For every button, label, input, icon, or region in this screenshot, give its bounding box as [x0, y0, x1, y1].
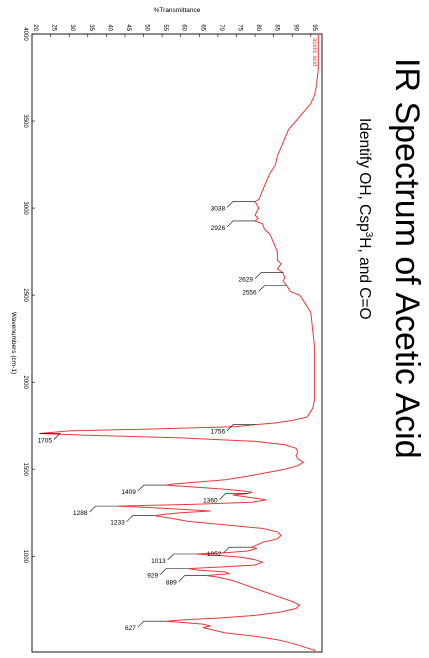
x-axis-title: Wavenumbers (cm-1)	[10, 312, 17, 374]
title-block: IR Spectrum of Acetic Acid Identify OH, …	[332, 18, 429, 658]
annotation-label: 2629	[238, 277, 253, 284]
annotation-leader	[89, 505, 118, 513]
annotation-label: 1756	[211, 429, 226, 436]
x-tick-label: 3000	[22, 201, 28, 215]
annotation-leader	[167, 553, 196, 561]
y-tick-label: 80	[255, 24, 261, 31]
annotation-leader	[126, 515, 155, 522]
annotation-leader	[254, 272, 283, 279]
annotation-leader	[226, 424, 256, 431]
series-group: acetic acid	[39, 34, 319, 652]
annotation-label: 1013	[151, 558, 166, 565]
annotation-label: 1288	[73, 510, 88, 517]
y-tick-label: 90	[292, 24, 298, 31]
annotation-label: 1360	[203, 498, 218, 505]
y-tick-label: 60	[181, 24, 187, 31]
annotation-leader	[137, 620, 166, 628]
peak-annotations: 3038 2926 2629 2556 1756 1705 1409 1360 1288 1233…	[38, 201, 287, 632]
annotation-label: 889	[166, 580, 177, 587]
y-tick-label: 30	[69, 24, 75, 31]
annotation-leader	[226, 201, 256, 208]
annotation-label: 2556	[242, 289, 257, 296]
annotation-leader	[39, 433, 61, 440]
annotation-leader	[223, 546, 252, 554]
annotation-label: 1052	[207, 551, 222, 558]
spectrum-line	[39, 34, 319, 652]
x-tick-label: 1000	[22, 550, 28, 564]
subtitle-pre: Identify OH, Csp	[355, 118, 373, 232]
annotation-leader	[219, 493, 248, 500]
y-tick-label: 40	[106, 24, 112, 31]
y-tick-label: 75	[236, 24, 242, 31]
y-tick-label: 50	[144, 24, 150, 31]
annotation-leader	[258, 285, 287, 292]
x-tick-label: 2000	[22, 375, 28, 389]
annotation-leader	[178, 575, 207, 582]
x-tick-label: 2500	[22, 288, 28, 302]
annotation-leader	[159, 568, 189, 575]
y-tick-label: 65	[199, 24, 205, 31]
y-tick-label: 95	[311, 24, 317, 31]
annotation-leader	[137, 484, 166, 492]
annotation-label: 2926	[211, 225, 226, 232]
page-title: IR Spectrum of Acetic Acid	[388, 58, 426, 459]
y-tick-label: 45	[125, 24, 131, 31]
x-tick-label: 1500	[22, 463, 28, 477]
annotation-label: 929	[147, 573, 158, 580]
axis-labels: %Transmittance Wavenumbers (cm-1)	[10, 7, 201, 374]
y-tick-label: 25	[51, 24, 57, 31]
y-tick-label: 85	[274, 24, 280, 31]
plot-frame	[31, 33, 323, 653]
y-tick-label: 20	[32, 24, 38, 31]
y-tick-label: 35	[88, 24, 94, 31]
page-subtitle: Identify OH, Csp3H, and C=O	[355, 118, 374, 320]
y-tick-label: 70	[218, 24, 224, 31]
annotation-label: 1233	[110, 520, 125, 527]
y-tick-label: 55	[162, 24, 168, 31]
y-axis-title: %Transmittance	[154, 7, 201, 14]
subtitle-post: H, and C=O	[355, 237, 373, 320]
annotation-label: 627	[125, 625, 136, 632]
annotation-label: 1409	[121, 489, 136, 496]
x-tick-label: 3500	[22, 114, 28, 128]
x-tick-label: 4000	[22, 27, 28, 41]
annotation-label: 1705	[38, 438, 53, 445]
annotation-leader	[226, 220, 256, 228]
legend-label: acetic acid	[311, 38, 317, 66]
axis-ticks: 20 25 30 35 40 45 50 55 60 65 70 75 80 85 90 95 4000 3500…	[22, 24, 317, 563]
annotation-label: 3038	[211, 205, 226, 212]
